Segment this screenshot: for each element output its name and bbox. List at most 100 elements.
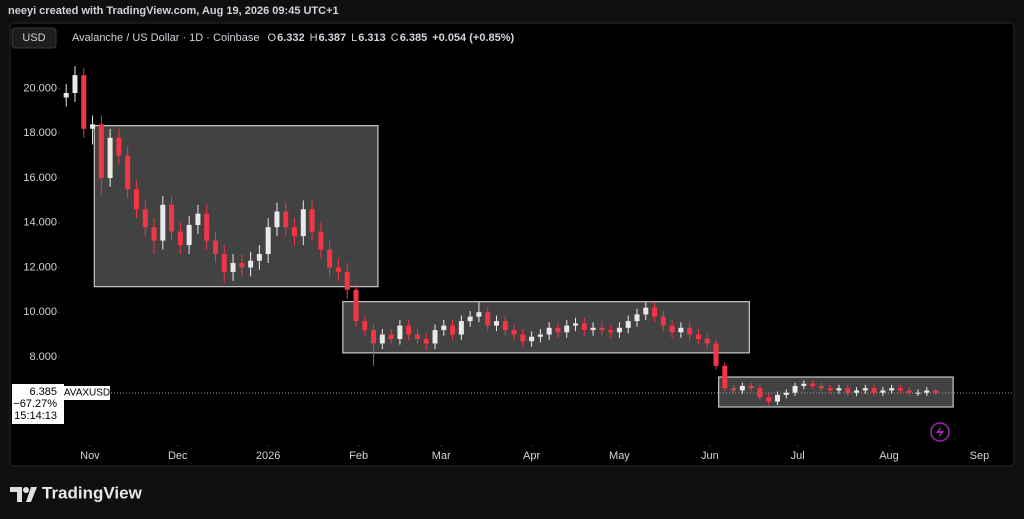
- candle-body: [915, 392, 921, 394]
- candle-body: [722, 365, 728, 389]
- logo-dot: [23, 487, 29, 493]
- currency-button[interactable]: [11, 27, 57, 49]
- x-tick-label: Feb: [349, 450, 368, 462]
- change: +0.054 (+0.85%): [432, 32, 514, 44]
- y-tick-label: 20.000: [23, 82, 57, 94]
- currency: USD: [22, 32, 45, 44]
- ohlc-value: 6.332: [277, 32, 305, 44]
- range-box: [342, 301, 750, 354]
- candle-body: [414, 334, 420, 340]
- candle-body: [801, 383, 807, 386]
- candle-body: [502, 321, 508, 331]
- candle-body: [757, 388, 763, 398]
- y-tick-label: 14.000: [23, 217, 57, 229]
- candle-body: [204, 213, 210, 241]
- candle-body: [810, 383, 816, 386]
- price-badge-value: 6.385: [29, 386, 57, 398]
- ohlc-label: C: [391, 32, 399, 44]
- candle-body: [327, 249, 333, 268]
- candle-body: [695, 334, 701, 340]
- candle-body: [265, 227, 271, 255]
- x-tick-label: Apr: [523, 450, 540, 462]
- candle-body: [441, 325, 447, 331]
- candle-body: [221, 254, 227, 272]
- candle-body: [564, 325, 570, 333]
- candle-body: [555, 327, 561, 333]
- ohlc-value: 6.387: [319, 32, 347, 44]
- candle-body: [537, 334, 543, 337]
- candle-body: [248, 260, 254, 268]
- brand: TradingView: [42, 483, 143, 502]
- candle-body: [933, 390, 939, 394]
- candle-body: [318, 231, 324, 250]
- x-tick-label: 2026: [256, 450, 280, 462]
- candle-body: [81, 75, 87, 129]
- y-tick-label: 18.000: [23, 127, 57, 139]
- candle-body: [625, 321, 631, 328]
- candle-body: [643, 307, 649, 315]
- logo: [10, 487, 37, 502]
- candle-body: [107, 137, 113, 178]
- candle-body: [397, 325, 403, 340]
- candle-body: [906, 390, 912, 393]
- candle-body: [230, 262, 236, 272]
- candle-body: [581, 323, 587, 331]
- candle-body: [573, 323, 579, 326]
- x-tick-label: May: [609, 450, 630, 462]
- candle-body: [344, 271, 350, 290]
- ohlc-label: L: [351, 32, 357, 44]
- candle-body: [335, 267, 341, 272]
- alert-icon[interactable]: [930, 422, 950, 442]
- candle-body: [660, 316, 666, 326]
- candle-body: [871, 388, 877, 393]
- x-tick-label: Jun: [701, 450, 719, 462]
- candle-body: [792, 385, 798, 393]
- candle-body: [731, 388, 737, 391]
- x-tick-label: Aug: [879, 450, 899, 462]
- legend: Avalanche / US Dollar · 1D · Coinbase O 6.…: [72, 32, 515, 44]
- candle-body: [283, 211, 289, 228]
- alert-icon-bolt: [936, 426, 944, 438]
- candle-body: [467, 316, 473, 322]
- ohlc-label: O: [268, 32, 277, 44]
- candle-body: [274, 211, 280, 228]
- candle-body: [450, 325, 456, 335]
- candle-body: [125, 155, 131, 190]
- candle-body: [748, 385, 754, 389]
- candle-body: [889, 388, 895, 391]
- candle-body: [511, 330, 517, 335]
- candle-body: [239, 262, 245, 268]
- candle-body: [177, 231, 183, 246]
- symbol: Avalanche / US Dollar · 1D · Coinbase: [72, 32, 260, 44]
- ticker: AVAXUSD: [64, 388, 110, 399]
- y-tick-label: 10.000: [23, 306, 57, 318]
- candle-body: [142, 209, 148, 228]
- candle-body: [406, 325, 412, 335]
- candle-body: [608, 330, 614, 333]
- y-tick-label: 8.000: [29, 351, 57, 363]
- x-tick-label: Nov: [80, 450, 100, 462]
- ohlc-value: 6.313: [358, 32, 386, 44]
- ohlc-label: H: [310, 32, 318, 44]
- candle-body: [90, 124, 96, 129]
- candle-body: [362, 321, 368, 331]
- candle-body: [169, 204, 175, 232]
- candle-body: [371, 330, 377, 344]
- candle-body: [669, 325, 675, 333]
- x-tick-label: Dec: [168, 450, 188, 462]
- candle-body: [388, 334, 394, 340]
- candle-body: [774, 394, 780, 402]
- candle-body: [862, 388, 868, 391]
- candle-body: [590, 327, 596, 331]
- candle-body: [133, 189, 139, 210]
- candle-body: [195, 213, 201, 225]
- candle-body: [476, 312, 482, 317]
- candle-body: [72, 75, 78, 94]
- logo-mark: [10, 487, 37, 502]
- candle-body: [63, 93, 69, 98]
- candle-body: [353, 289, 359, 322]
- candle-body: [713, 343, 719, 366]
- y-tick-label: 16.000: [23, 172, 57, 184]
- candle-body: [151, 227, 157, 241]
- x-tick-label: Mar: [432, 450, 451, 462]
